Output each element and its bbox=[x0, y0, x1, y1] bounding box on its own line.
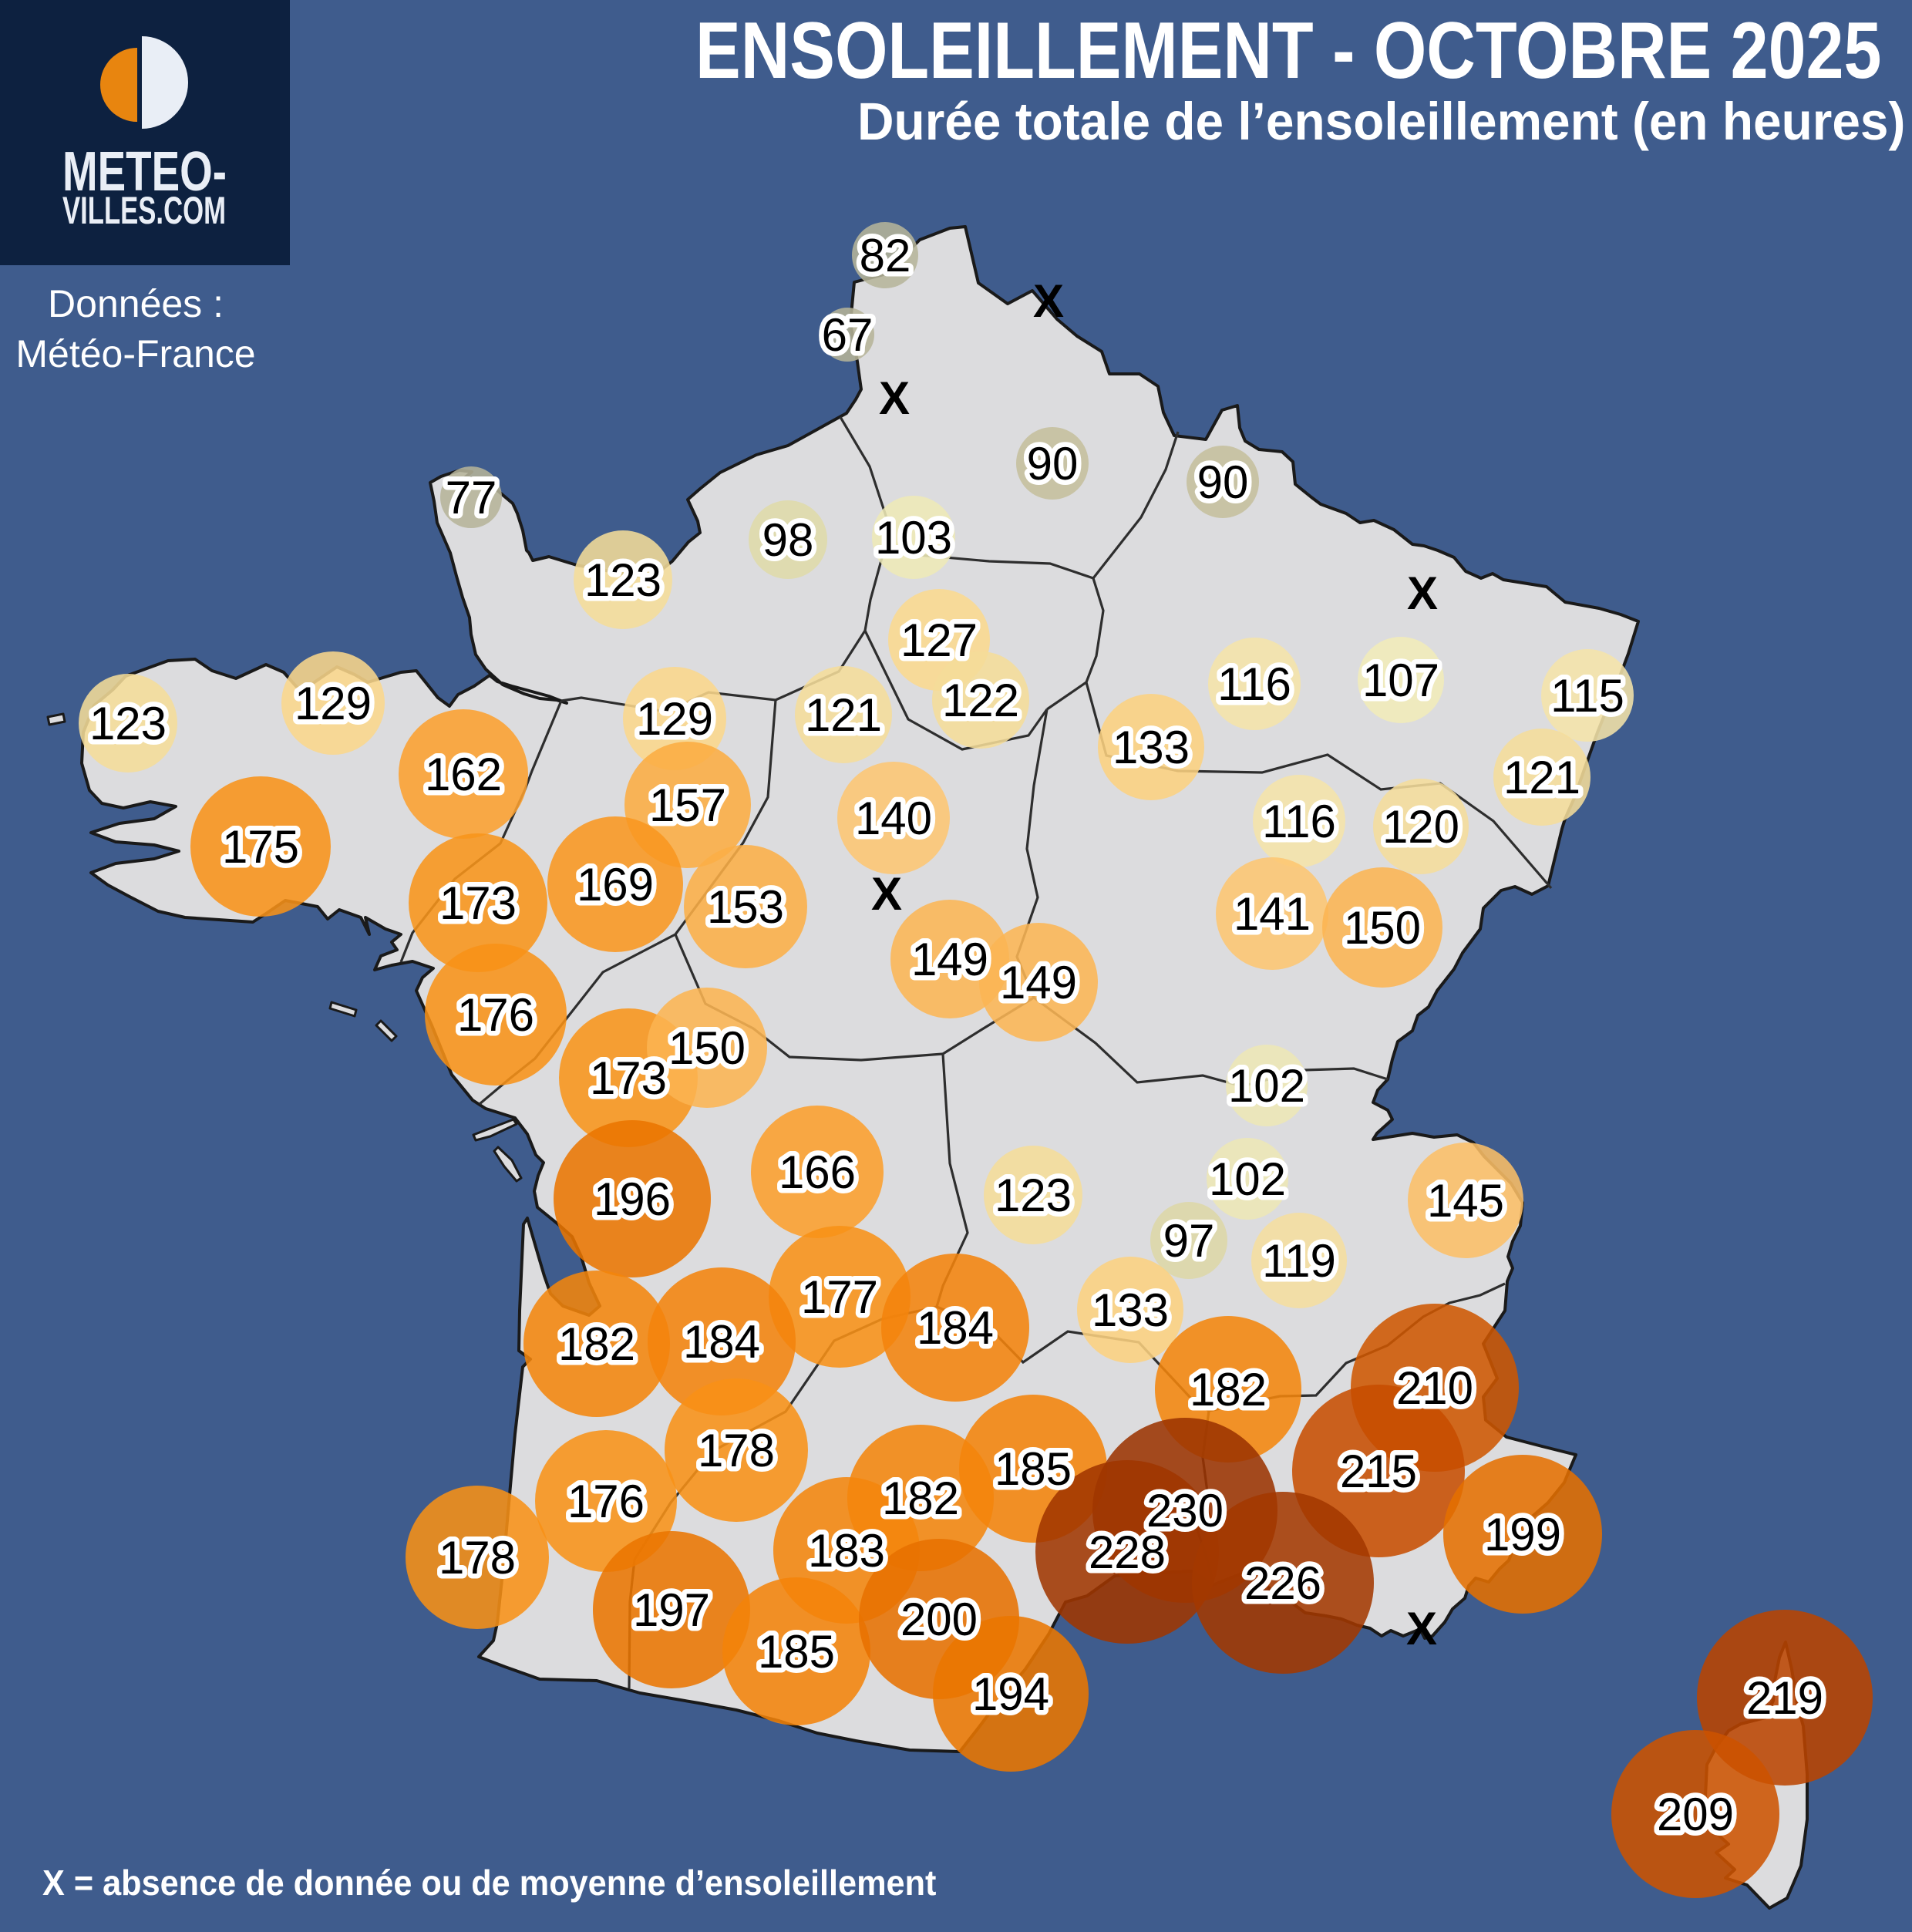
svg-text:116: 116 bbox=[1217, 658, 1291, 710]
svg-text:129: 129 bbox=[295, 678, 372, 729]
svg-text:98: 98 bbox=[762, 514, 814, 566]
svg-text:182: 182 bbox=[882, 1473, 959, 1524]
svg-text:115: 115 bbox=[1550, 670, 1624, 722]
svg-text:176: 176 bbox=[567, 1476, 645, 1527]
svg-text:153: 153 bbox=[707, 881, 784, 933]
svg-text:97: 97 bbox=[1163, 1215, 1215, 1267]
svg-text:150: 150 bbox=[1344, 902, 1421, 954]
svg-text:X: X bbox=[1406, 1603, 1437, 1654]
svg-text:150: 150 bbox=[668, 1022, 746, 1074]
svg-text:METEO-: METEO- bbox=[62, 141, 227, 203]
svg-text:175: 175 bbox=[222, 821, 299, 873]
svg-text:123: 123 bbox=[995, 1170, 1072, 1221]
svg-text:196: 196 bbox=[594, 1173, 671, 1225]
svg-text:X: X bbox=[871, 868, 902, 920]
svg-text:185: 185 bbox=[758, 1626, 835, 1678]
svg-text:121: 121 bbox=[1503, 752, 1580, 803]
svg-text:133: 133 bbox=[1113, 722, 1190, 773]
svg-text:177: 177 bbox=[801, 1271, 878, 1323]
svg-text:X: X bbox=[1407, 567, 1438, 619]
svg-text:184: 184 bbox=[917, 1302, 994, 1354]
svg-text:183: 183 bbox=[808, 1525, 885, 1577]
svg-text:107: 107 bbox=[1362, 655, 1439, 706]
svg-text:199: 199 bbox=[1484, 1509, 1561, 1560]
svg-text:116: 116 bbox=[1262, 796, 1336, 847]
svg-text:102: 102 bbox=[1209, 1153, 1286, 1205]
svg-text:185: 185 bbox=[995, 1443, 1072, 1495]
svg-text:127: 127 bbox=[900, 614, 978, 666]
svg-text:178: 178 bbox=[439, 1532, 516, 1584]
svg-text:X: X bbox=[879, 372, 910, 424]
svg-text:103: 103 bbox=[875, 512, 952, 564]
svg-text:129: 129 bbox=[636, 693, 713, 745]
svg-text:120: 120 bbox=[1382, 801, 1459, 853]
svg-text:194: 194 bbox=[972, 1668, 1049, 1720]
svg-text:149: 149 bbox=[1000, 957, 1077, 1008]
svg-text:173: 173 bbox=[590, 1052, 667, 1104]
svg-text:141: 141 bbox=[1234, 888, 1311, 940]
svg-text:82: 82 bbox=[860, 230, 911, 281]
svg-text:149: 149 bbox=[911, 934, 988, 985]
svg-text:67: 67 bbox=[822, 309, 874, 361]
svg-text:166: 166 bbox=[779, 1146, 856, 1198]
svg-text:184: 184 bbox=[683, 1316, 760, 1368]
svg-text:173: 173 bbox=[439, 877, 517, 929]
svg-text:119: 119 bbox=[1262, 1235, 1336, 1287]
svg-text:90: 90 bbox=[1027, 438, 1079, 490]
svg-text:123: 123 bbox=[89, 698, 167, 749]
svg-text:X: X bbox=[1033, 275, 1064, 327]
svg-text:145: 145 bbox=[1427, 1175, 1504, 1227]
svg-text:182: 182 bbox=[1190, 1364, 1267, 1415]
svg-text:162: 162 bbox=[425, 749, 502, 800]
svg-text:230: 230 bbox=[1146, 1485, 1224, 1537]
svg-text:121: 121 bbox=[805, 689, 882, 741]
svg-text:169: 169 bbox=[577, 859, 654, 910]
svg-text:140: 140 bbox=[855, 793, 932, 844]
svg-text:226: 226 bbox=[1244, 1557, 1321, 1609]
svg-text:176: 176 bbox=[457, 989, 534, 1041]
svg-text:122: 122 bbox=[942, 675, 1019, 726]
svg-text:182: 182 bbox=[558, 1318, 635, 1370]
svg-text:77: 77 bbox=[446, 472, 497, 523]
svg-text:197: 197 bbox=[633, 1584, 710, 1636]
svg-text:178: 178 bbox=[698, 1425, 775, 1476]
svg-text:VILLES.COM: VILLES.COM bbox=[62, 189, 226, 232]
svg-text:215: 215 bbox=[1340, 1446, 1417, 1497]
svg-text:210: 210 bbox=[1396, 1362, 1473, 1414]
svg-text:209: 209 bbox=[1657, 1789, 1734, 1840]
svg-text:157: 157 bbox=[649, 779, 726, 831]
svg-text:90: 90 bbox=[1197, 456, 1249, 508]
svg-text:102: 102 bbox=[1228, 1060, 1305, 1112]
svg-text:219: 219 bbox=[1746, 1672, 1823, 1724]
svg-text:133: 133 bbox=[1092, 1284, 1169, 1336]
svg-text:228: 228 bbox=[1089, 1526, 1166, 1578]
svg-text:200: 200 bbox=[900, 1594, 978, 1645]
svg-text:123: 123 bbox=[584, 554, 661, 606]
